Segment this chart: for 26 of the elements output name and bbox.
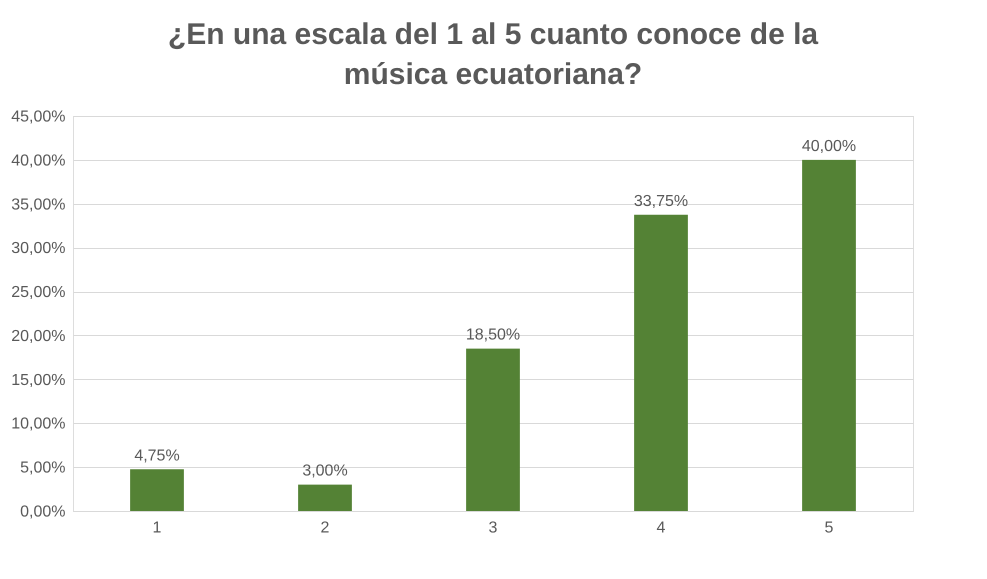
x-tick-label: 2 (320, 520, 330, 536)
data-label: 4,75% (134, 447, 180, 464)
data-label: 3,00% (302, 462, 348, 480)
data-label: 18,50% (466, 326, 520, 344)
y-tick-label: 15,00% (11, 372, 66, 389)
y-tick-label: 25,00% (11, 284, 66, 302)
bar (466, 348, 520, 511)
y-tick-label: 30,00% (11, 240, 66, 258)
y-tick-label: 0,00% (20, 504, 66, 520)
bar (802, 160, 856, 511)
data-label: 40,00% (802, 138, 856, 155)
x-tick-label: 5 (824, 520, 834, 536)
x-tick-label: 3 (488, 520, 498, 536)
y-tick-label: 5,00% (20, 460, 66, 477)
y-tick-label: 20,00% (11, 328, 66, 345)
data-label: 33,75% (634, 192, 688, 210)
x-tick-label: 4 (656, 520, 666, 536)
y-tick-label: 45,00% (11, 108, 66, 126)
y-tick-label: 40,00% (11, 152, 66, 170)
bar (298, 484, 352, 511)
chart-title: ¿En una escala del 1 al 5 cuanto conoce de la música ecuatoriana? (168, 18, 818, 91)
bar (130, 469, 184, 511)
y-tick-label: 10,00% (11, 416, 66, 433)
y-tick-label: 35,00% (11, 196, 66, 214)
x-tick-label: 1 (152, 520, 162, 536)
bar (634, 214, 688, 511)
